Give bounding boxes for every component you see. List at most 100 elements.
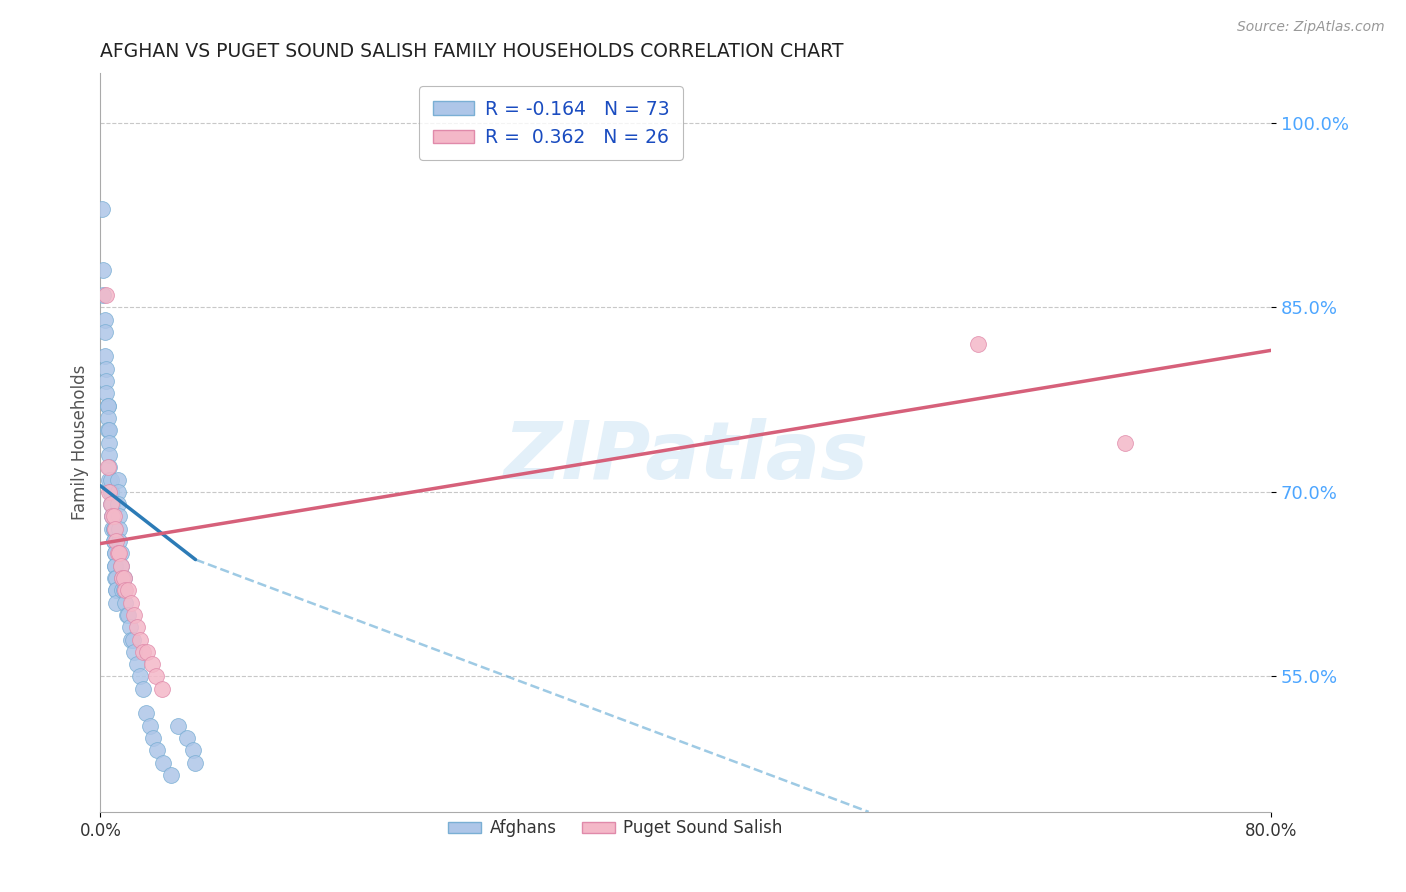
Point [110,558,132,573]
Point [111,571,134,585]
Point [103,534,125,549]
Point [100,497,122,511]
Point [104,546,127,560]
Point [108,534,131,549]
Point [132,681,155,696]
Point [146,743,169,757]
Text: AFGHAN VS PUGET SOUND SALISH FAMILY HOUSEHOLDS CORRELATION CHART: AFGHAN VS PUGET SOUND SALISH FAMILY HOUS… [100,42,844,61]
Point [98,423,121,437]
Point [135,706,157,721]
Point [90,202,112,216]
Point [100,484,122,499]
Point [122,607,145,622]
Point [98,448,121,462]
Point [117,607,139,622]
Point [967,337,990,351]
Point [100,484,122,499]
Point [145,669,167,683]
Point [120,596,142,610]
Point [101,509,124,524]
Legend: Afghans, Puget Sound Salish: Afghans, Puget Sound Salish [441,813,790,844]
Point [105,571,128,585]
Point [93,350,115,364]
Point [139,719,162,733]
Point [112,571,135,585]
Point [128,669,150,683]
Point [107,473,129,487]
Point [103,522,125,536]
Point [114,583,136,598]
Point [100,473,122,487]
Point [97,423,120,437]
Point [97,460,120,475]
Point [105,583,128,598]
Point [184,756,207,770]
Point [97,411,120,425]
Point [121,632,143,647]
Point [97,399,120,413]
Point [152,756,174,770]
Point [105,534,128,549]
Point [181,743,204,757]
Point [176,731,198,745]
Point [100,484,122,499]
Point [103,534,125,549]
Point [101,497,124,511]
Point [97,399,120,413]
Point [125,657,148,672]
Point [103,522,125,536]
Point [101,509,124,524]
Point [110,546,132,560]
Point [114,596,136,610]
Point [101,509,124,524]
Point [104,558,127,573]
Point [91,288,114,302]
Point [98,460,121,475]
Point [107,484,129,499]
Text: ZIPatlas: ZIPatlas [503,418,869,497]
Point [105,596,128,610]
Point [125,620,148,634]
Point [159,768,181,782]
Point [91,263,114,277]
Point [108,546,131,560]
Point [96,374,118,388]
Text: Source: ZipAtlas.com: Source: ZipAtlas.com [1237,20,1385,34]
Point [136,645,159,659]
Point [128,632,150,647]
Point [96,386,118,401]
Point [132,645,155,659]
Point [103,509,125,524]
Point [122,645,145,659]
Point [117,583,139,598]
Point [111,583,134,598]
Point [96,288,118,302]
Point [112,583,135,598]
Point [104,546,127,560]
Point [107,546,129,560]
Point [112,571,135,585]
Point [100,497,122,511]
Point [141,657,163,672]
Point [96,361,118,376]
Point [107,497,129,511]
Point [101,497,124,511]
Point [142,731,165,745]
Point [118,620,141,634]
Point [98,484,121,499]
Y-axis label: Family Households: Family Households [72,365,89,520]
Point [108,522,131,536]
Point [93,312,115,326]
Point [167,719,190,733]
Point [1114,435,1136,450]
Point [120,632,142,647]
Point [98,435,121,450]
Point [105,583,128,598]
Point [104,558,127,573]
Point [110,558,132,573]
Point [111,571,134,585]
Point [108,509,131,524]
Point [104,522,127,536]
Point [115,607,138,622]
Point [98,473,121,487]
